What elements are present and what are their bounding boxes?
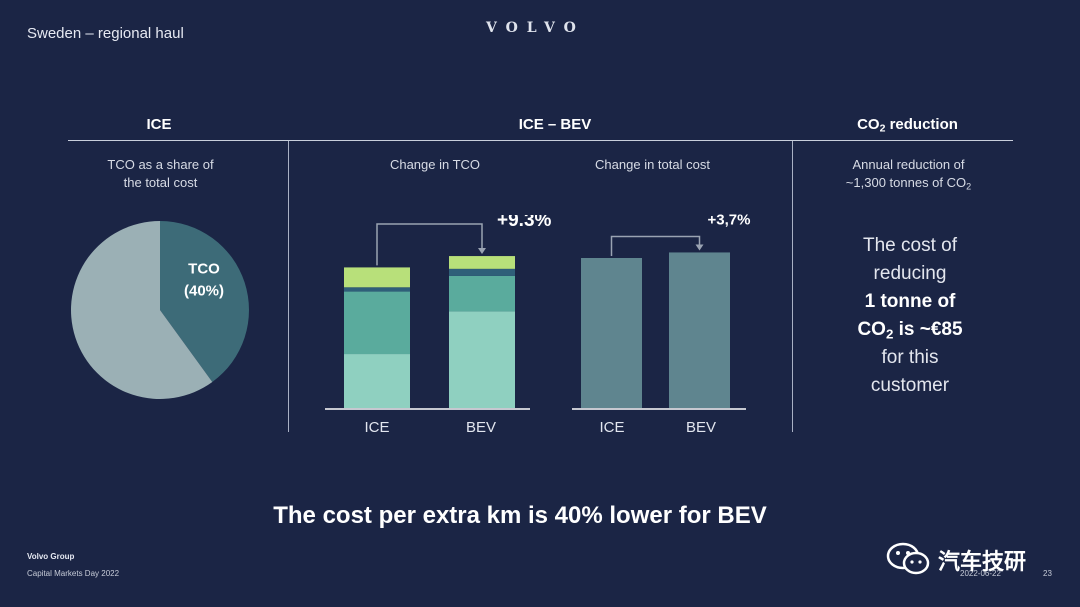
tco-bar-ice-segment-4 [344, 267, 410, 288]
total-cost-change-label: +3,7% [708, 211, 751, 228]
co2-statement-line4-rest: is ~€85 [893, 319, 963, 340]
tco-change-label: +9.3% [497, 215, 552, 231]
total-cost-subtitle: Change in total cost [595, 157, 710, 172]
pie-slice-other [71, 221, 213, 399]
tco-change-arrow [376, 223, 486, 266]
footer-brand: Volvo Group [27, 552, 75, 561]
tco-category-ice: ICE [364, 419, 390, 436]
pie-slice-label-line2: (40%) [184, 283, 224, 300]
co2-subtitle-line2-main: ~1,300 tonnes of CO [845, 175, 967, 190]
co2-subtitle-line2: ~1,300 tonnes of CO2 [826, 174, 991, 192]
footer-event: Capital Markets Day 2022 [27, 569, 120, 578]
co2-subtitle: Annual reduction of ~1,300 tonnes of CO2 [826, 156, 991, 192]
co2-statement-line4-sub: 2 [885, 326, 894, 342]
tco-bar-bev-segment-4 [449, 256, 515, 269]
total-arrow-head [695, 244, 704, 251]
co2-statement-line5: for this [881, 347, 939, 368]
co2-subtitle-line1: Annual reduction of [852, 157, 965, 172]
page-number: 23 [1043, 569, 1052, 578]
co2-statement-line3: 1 tonne of [864, 291, 956, 312]
ice-subtitle: TCO as a share of the total cost [88, 156, 233, 192]
column-title-co2: CO2 reduction [830, 116, 985, 135]
column-divider-right [792, 141, 793, 432]
total-cost-bar-chart: +3,7% [572, 211, 751, 410]
co2-statement-line1: The cost of [863, 235, 957, 256]
header-divider [68, 140, 1013, 141]
co2-statement-line6: customer [870, 375, 950, 396]
pie-slice-tco [160, 221, 249, 383]
tco-bar-ice-segment-3 [344, 287, 410, 292]
footer-date: 2022-06-22 [960, 569, 1001, 578]
total-bar-bev [669, 252, 730, 408]
co2-title-sub: 2 [879, 122, 886, 135]
co2-statement-line2: reducing [873, 263, 947, 284]
tco-bar-bev-segment-3 [449, 268, 515, 276]
ice-subtitle-line2: the total cost [123, 175, 198, 190]
total-bar-ice [581, 258, 642, 408]
wechat-icon [886, 542, 930, 575]
tco-arrow-head [478, 248, 486, 255]
total-cost-change-arrow [610, 235, 704, 256]
tco-share-pie-chart: TCO (40%) [71, 221, 249, 399]
column-divider-left [288, 141, 289, 432]
column-title-ice-bev: ICE – BEV [518, 116, 592, 133]
co2-subtitle-line2-sub: 2 [966, 181, 972, 192]
total-category-bev: BEV [685, 419, 716, 436]
volvo-logo: VOLVO [486, 20, 585, 36]
watermark-text: 汽车技研 [938, 549, 1027, 574]
tco-change-bar-chart: +9.3% [325, 215, 552, 410]
total-arrow-line [610, 235, 701, 256]
co2-title-rest: reduction [885, 116, 958, 133]
tco-category-bev: BEV [465, 419, 496, 436]
tco-arrow-line [376, 223, 483, 266]
pie-slice-label-line1: TCO [188, 261, 220, 278]
co2-cost-statement: The cost of reducing 1 tonne of CO2 is ~… [820, 232, 1000, 400]
slide-subtitle: Sweden – regional haul [27, 25, 184, 42]
tco-bar-ice-segment-2 [344, 291, 410, 355]
tco-bar-bev-segment-1 [449, 311, 515, 408]
tco-change-subtitle: Change in TCO [389, 157, 481, 172]
co2-statement-line4: CO2 is ~€85 [820, 316, 1000, 344]
tco-bar-ice-segment-1 [344, 354, 410, 408]
co2-title-main: CO [857, 116, 880, 133]
co2-statement-line4-main: CO [857, 319, 886, 340]
ice-subtitle-line1: TCO as a share of [107, 157, 214, 172]
conclusion-headline: The cost per extra km is 40% lower for B… [273, 502, 767, 529]
tco-bar-bev-segment-2 [449, 275, 515, 312]
column-title-ice: ICE [146, 116, 172, 133]
total-category-ice: ICE [599, 419, 625, 436]
